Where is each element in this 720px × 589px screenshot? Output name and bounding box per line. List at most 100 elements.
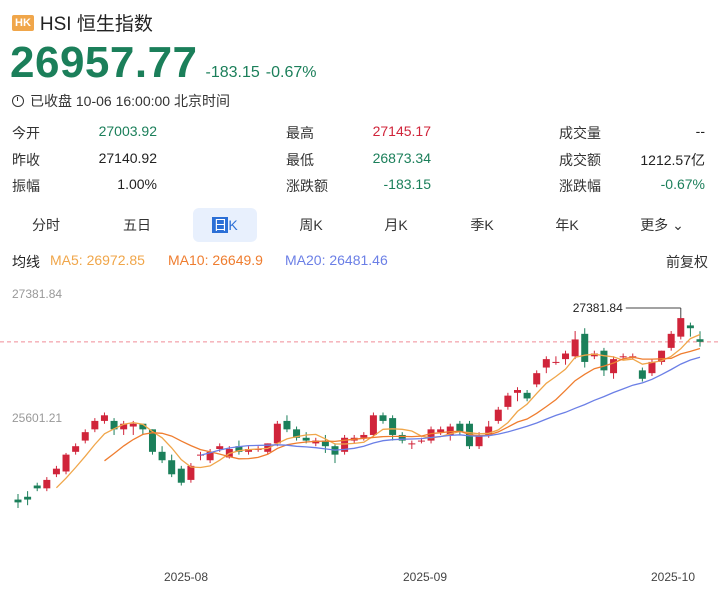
tab-6[interactable]: 季K [470, 217, 494, 233]
x-axis-label: 2025-08 [164, 570, 208, 584]
candle-body [696, 339, 704, 342]
stat-label: 最高 [286, 125, 314, 141]
price-change-pct: -0.67% [265, 64, 317, 81]
candle-body [523, 392, 531, 399]
candle-body [638, 370, 646, 379]
candle-body [408, 443, 416, 445]
candle-body [427, 429, 435, 441]
index-name: HSI 恒生指数 [39, 14, 153, 35]
candle-body [321, 440, 329, 447]
status-text: 已收盘 10-06 16:00:00 北京时间 [30, 93, 230, 109]
x-axis-label: 2025-09 [403, 570, 447, 584]
candle-body [91, 420, 99, 430]
candle-body [456, 423, 464, 433]
stat-label: 今开 [12, 125, 40, 141]
stat-value: 27140.92 [98, 150, 157, 166]
candle-body [494, 409, 502, 421]
candle-body [283, 420, 291, 430]
price-change: -183.15 [205, 64, 260, 81]
tab-2[interactable]: 五日 [123, 217, 151, 233]
ma10-value: MA10: 26649.9 [168, 252, 263, 268]
candle-body [293, 429, 301, 438]
candle-body [62, 454, 70, 472]
candle-body [177, 468, 185, 483]
stat-label: 振幅 [12, 178, 40, 194]
stat-value: -0.67% [660, 176, 705, 192]
candle-body [590, 353, 598, 357]
market-status: 已收盘 10-06 16:00:00 北京时间 [12, 91, 230, 111]
ma20-value[interactable]: MA20: 26481.46 [285, 252, 388, 268]
candle-body [504, 395, 512, 407]
candle-body [552, 361, 560, 363]
stat-value: 26873.34 [372, 150, 431, 166]
candle-body [264, 443, 272, 452]
candle-body [110, 420, 118, 430]
candle-body [120, 423, 128, 430]
stat-label: 涨跌额 [286, 178, 328, 194]
candle-body [610, 359, 618, 374]
tab-5[interactable]: 月K [384, 217, 408, 233]
ma5-line [55, 333, 701, 489]
candle-body [658, 350, 666, 362]
stat-label: 最低 [286, 152, 314, 168]
candle-body [600, 350, 608, 371]
candle-body [581, 333, 589, 362]
candle-body [513, 390, 521, 393]
indicator-label: 均线 [12, 254, 40, 270]
adjust-toggle[interactable]: 前复权 [666, 254, 708, 270]
stat-value: -- [695, 123, 705, 139]
candle-body [398, 434, 406, 441]
candle-body [187, 465, 195, 480]
last-price: 26957.77 [10, 38, 198, 87]
tab-8[interactable]: 更多 ⌄ [640, 217, 684, 233]
stat-label: 成交额 [559, 152, 601, 168]
candle-body [24, 496, 32, 500]
candle-body [273, 423, 281, 444]
candle-body [571, 339, 579, 357]
candle-body [667, 333, 675, 348]
candle-body [562, 353, 570, 360]
candle-body [686, 325, 694, 329]
candle-body [417, 440, 425, 442]
stat-value: 27003.92 [98, 123, 157, 139]
candle-body [235, 446, 243, 452]
stat-value: 1.00% [117, 176, 157, 192]
candle-body [43, 479, 51, 489]
candle-body [302, 437, 310, 441]
candle-body [389, 418, 397, 435]
candle-body [216, 446, 224, 450]
candle-body [129, 423, 137, 427]
candle-body [369, 415, 377, 435]
candle-body [619, 356, 627, 358]
quote-header: HK HSI 恒生指数 [12, 9, 153, 36]
candle-body [148, 429, 156, 452]
market-badge: HK [12, 14, 34, 31]
candlestick-chart[interactable]: 27381.84 25601.21 27381.84 2025-08 2025-09 20… [0, 278, 720, 589]
candle-body [33, 485, 41, 489]
tab-1[interactable]: 分时 [32, 217, 60, 233]
candle-body [648, 361, 656, 374]
candle-body [533, 373, 541, 385]
price-row: 26957.77 -183.15 -0.67% [10, 38, 317, 88]
tab-3[interactable]: 日K [193, 208, 257, 242]
candle-body [245, 449, 253, 452]
ma5-value: MA5: 26972.85 [50, 252, 145, 268]
ma10-line [104, 347, 701, 462]
candle-body [677, 318, 685, 337]
candle-body [206, 451, 214, 461]
x-axis-label: 2025-10 [651, 570, 695, 584]
y-axis-label: 25601.21 [12, 411, 62, 425]
candle-body [437, 429, 445, 433]
stat-value: 27145.17 [372, 123, 431, 139]
candle-body [446, 426, 454, 435]
candle-body [379, 415, 387, 421]
ma20-line [200, 356, 701, 456]
candle-body [158, 451, 166, 461]
stat-value: -183.15 [383, 176, 431, 192]
stat-value: 1212.57亿 [640, 152, 705, 168]
stat-label: 涨跌幅 [559, 178, 601, 194]
tab-4[interactable]: 周K [299, 217, 323, 233]
tab-7[interactable]: 年K [555, 217, 579, 233]
candle-body [360, 434, 368, 438]
candle-body [475, 434, 483, 447]
